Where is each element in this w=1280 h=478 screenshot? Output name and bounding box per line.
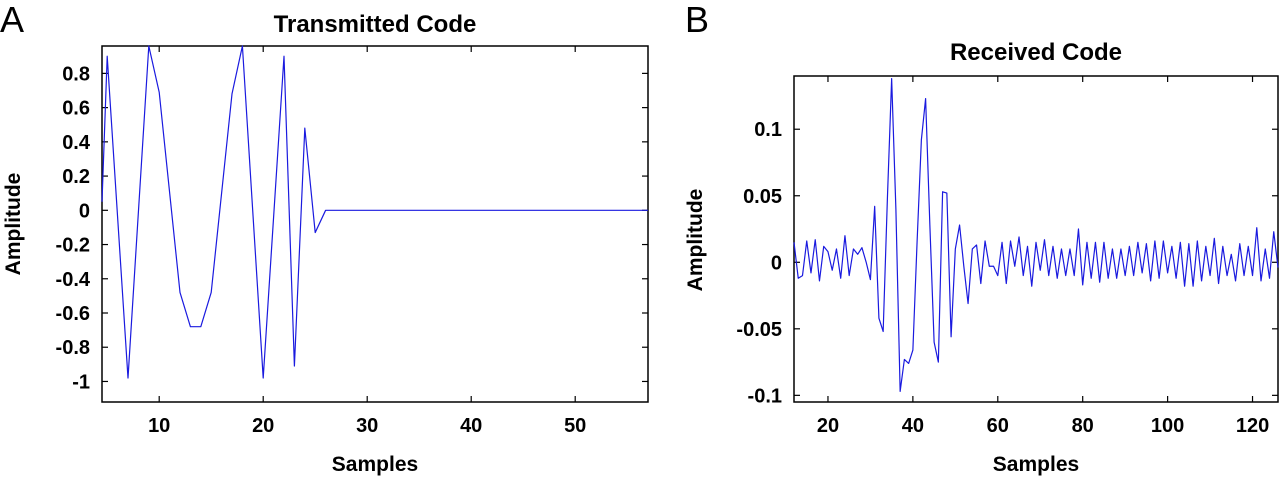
series-line-a [101,45,648,379]
y-tick-label-2: 0.4 [62,132,91,154]
y-tick-label-0: 0.1 [754,119,782,141]
x-tick-labels-b: 20 40 60 80 100 120 [817,415,1269,437]
plot-frame-a [101,45,649,403]
y-tick-label-8: -0.8 [56,337,90,359]
x-tick-label-20: 20 [817,415,839,437]
x-tick-label-40: 40 [902,415,924,437]
y-axis-label-b: Amplitude [684,189,707,292]
panel-letter-a: A [0,0,24,40]
x-tick-label-30: 30 [356,415,378,437]
tick-marks-b [794,76,1278,402]
x-tick-label-100: 100 [1151,415,1184,437]
tick-marks-a [102,46,648,402]
y-tick-labels-a: 0.8 0.6 0.4 0.2 0 -0.2 -0.4 -0.6 -0.8 -1 [56,63,91,393]
y-tick-label-3: 0.2 [62,166,90,188]
series-line-b [793,78,1279,392]
y-tick-label-3: -0.05 [736,319,782,341]
plot-frame-b [793,75,1279,403]
chart-panel-b: B Received Code 20 40 60 80 100 120 0.1 0.05 0 -… [684,0,1279,476]
chart-title-a: Transmitted Code [274,11,477,38]
y-tick-label-6: -0.4 [56,269,91,291]
x-tick-label-50: 50 [564,415,586,437]
y-tick-label-0: 0.8 [62,63,90,85]
x-tick-label-80: 80 [1072,415,1094,437]
x-tick-label-40: 40 [460,415,482,437]
y-tick-labels-b: 0.1 0.05 0 -0.05 -0.1 [736,119,782,407]
y-tick-label-1: 0.05 [743,186,782,208]
y-tick-label-7: -0.6 [56,303,90,325]
x-axis-label-b: Samples [993,453,1079,476]
x-tick-label-120: 120 [1236,415,1269,437]
y-tick-label-1: 0.6 [62,98,90,120]
chart-panel-a: A Transmitted Code 10 20 30 40 50 0.80.60.40… [0,0,649,476]
x-axis-label-a: Samples [332,453,418,476]
x-tick-label-10: 10 [148,415,170,437]
x-tick-label-20: 20 [252,415,274,437]
y-tick-label-5: -0.2 [56,235,90,257]
y-tick-label-4: -0.1 [748,385,782,407]
x-tick-labels-a: 10 20 30 40 50 [148,415,586,437]
panel-letter-b: B [685,0,709,40]
y-tick-label-2: 0 [771,252,782,274]
y-tick-label-9: -1 [72,371,90,393]
chart-title-b: Received Code [950,39,1122,66]
y-tick-label-4: 0 [79,200,90,222]
y-axis-label-a: Amplitude [2,173,25,276]
x-tick-label-60: 60 [987,415,1009,437]
